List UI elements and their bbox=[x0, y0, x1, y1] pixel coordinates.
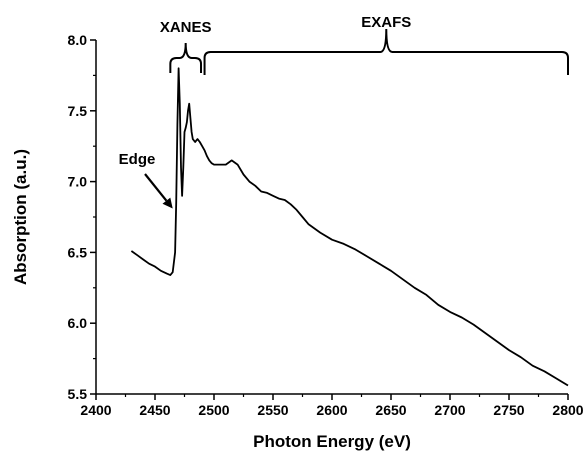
edge-arrow bbox=[144, 173, 168, 202]
spectrum-line bbox=[130, 67, 569, 387]
y-tick-label: 6.5 bbox=[68, 244, 88, 260]
y-tick-label: 8.0 bbox=[68, 32, 88, 48]
series-layer bbox=[130, 67, 569, 387]
x-tick-label: 2550 bbox=[257, 402, 288, 418]
y-axis-label: Absorption (a.u.) bbox=[11, 149, 30, 285]
x-tick-label: 2700 bbox=[434, 402, 465, 418]
xanes-brace bbox=[169, 42, 203, 73]
x-tick-label: 2450 bbox=[139, 402, 170, 418]
y-ticks: 5.5 6.0 6.5 7.0 7.5 8.0 bbox=[68, 32, 96, 402]
y-tick-label: 7.5 bbox=[68, 103, 88, 119]
y-tick-label: 7.0 bbox=[68, 174, 88, 190]
y-tick-label: 6.0 bbox=[68, 315, 88, 331]
xanes-annotation-label: XANES bbox=[160, 19, 212, 36]
x-tick-label: 2600 bbox=[316, 402, 347, 418]
y-tick-label: 5.5 bbox=[68, 386, 88, 402]
x-tick-label: 2650 bbox=[375, 402, 406, 418]
exafs-annotation-label: EXAFS bbox=[361, 14, 411, 31]
x-ticks: 2400 2450 2500 2550 2600 2650 2700 2750 2800 bbox=[80, 394, 584, 418]
x-tick-label: 2800 bbox=[552, 402, 583, 418]
x-tick-label: 2500 bbox=[198, 402, 229, 418]
exafs-brace bbox=[203, 28, 569, 75]
annotation-layer: XANES EXAFS Edge bbox=[119, 14, 569, 209]
x-tick-label: 2400 bbox=[80, 402, 111, 418]
edge-arrow-head bbox=[162, 197, 173, 209]
x-axis-label: Photon Energy (eV) bbox=[253, 432, 411, 451]
edge-annotation-label: Edge bbox=[119, 151, 156, 168]
x-tick-label: 2750 bbox=[493, 402, 524, 418]
